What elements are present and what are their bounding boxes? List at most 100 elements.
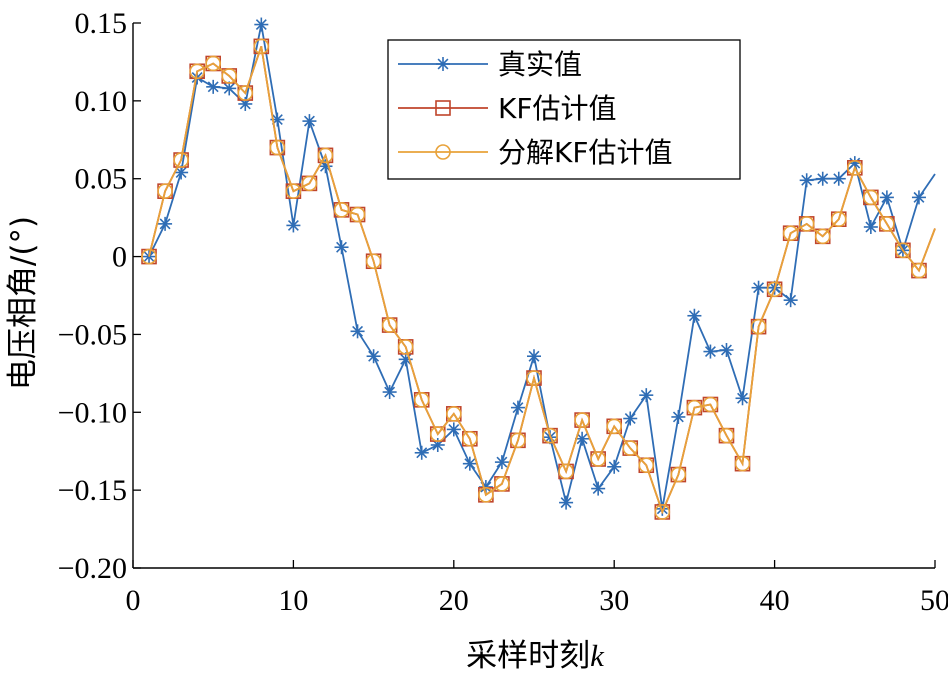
y-tick-label: 0.10 <box>75 85 128 118</box>
data-point <box>253 38 270 55</box>
y-tick-label: −0.15 <box>58 474 127 507</box>
data-point <box>895 242 911 259</box>
data-point <box>735 391 750 406</box>
y-axis-label: 电压相角/(°) <box>5 216 41 390</box>
data-point <box>846 160 863 176</box>
data-point <box>766 281 783 298</box>
data-point <box>382 385 397 400</box>
data-point <box>831 171 846 186</box>
data-point <box>558 463 574 480</box>
data-point <box>782 225 799 242</box>
data-point <box>349 206 366 223</box>
data-point <box>413 392 430 408</box>
data-point <box>863 189 879 206</box>
x-tick-label: 40 <box>760 584 790 617</box>
data-point <box>734 455 751 472</box>
data-point <box>366 349 381 364</box>
x-tick-label: 10 <box>278 584 308 617</box>
data-point <box>718 427 735 444</box>
data-point <box>815 171 830 186</box>
data-point <box>911 190 926 205</box>
data-point <box>334 240 349 255</box>
data-point <box>157 183 173 199</box>
data-point <box>286 218 301 233</box>
data-point <box>173 152 189 168</box>
data-point <box>254 17 269 32</box>
data-point <box>863 219 878 234</box>
series-3 <box>141 38 936 520</box>
x-tick-label: 20 <box>439 584 469 617</box>
data-point <box>591 481 606 496</box>
data-point <box>350 324 365 339</box>
data-point <box>237 85 254 101</box>
data-point <box>206 79 221 94</box>
legend-marker <box>435 144 451 160</box>
data-point <box>622 440 639 456</box>
data-point <box>526 370 542 386</box>
y-tick-label: −0.20 <box>58 552 127 585</box>
data-point <box>623 411 638 426</box>
data-point <box>670 466 687 483</box>
data-point <box>205 55 221 72</box>
legend-item: KF估计值 <box>398 92 616 125</box>
data-point <box>879 216 895 232</box>
data-point <box>750 318 767 335</box>
data-point <box>494 455 509 470</box>
legend-marker <box>435 100 451 116</box>
legend-label: KF估计值 <box>498 92 616 125</box>
series-layer <box>141 17 936 520</box>
data-point <box>814 228 831 245</box>
data-point <box>607 459 622 474</box>
data-point <box>365 253 382 270</box>
data-point <box>559 495 574 510</box>
y-tick-label: 0.05 <box>75 163 128 196</box>
data-point <box>221 68 238 84</box>
data-point <box>911 262 927 279</box>
data-point <box>397 339 414 355</box>
data-point <box>798 216 815 232</box>
data-point <box>702 396 719 413</box>
data-point <box>189 63 205 80</box>
data-point <box>510 400 525 415</box>
y-tick-label: 0 <box>112 241 127 274</box>
data-point <box>527 349 541 364</box>
data-point <box>302 114 317 129</box>
legend-marker <box>436 57 450 71</box>
data-point <box>462 456 477 471</box>
data-point <box>799 173 814 188</box>
data-point <box>414 445 429 460</box>
data-point <box>429 426 446 442</box>
x-axis-label-var: k <box>590 638 605 673</box>
data-point <box>285 183 302 199</box>
data-point <box>639 388 654 403</box>
data-point <box>510 432 526 449</box>
data-point <box>269 139 286 156</box>
data-point <box>671 409 686 424</box>
x-tick-label: 50 <box>920 584 948 617</box>
data-point <box>686 399 703 416</box>
data-point <box>638 457 655 474</box>
data-point <box>542 427 558 444</box>
data-point <box>494 476 510 492</box>
y-tick-label: 0.15 <box>75 7 128 40</box>
series-line <box>148 24 936 509</box>
x-axis-label: 采样时刻k <box>466 638 605 674</box>
data-point <box>783 293 798 308</box>
data-point <box>445 406 462 422</box>
data-point <box>687 308 702 323</box>
data-point <box>879 190 894 205</box>
data-point <box>751 280 766 295</box>
y-tick-label: −0.05 <box>58 318 127 351</box>
data-point <box>654 504 671 520</box>
data-point <box>462 430 478 447</box>
data-point <box>574 412 590 428</box>
axes-layer: 0 10 20 30 40 50 −0.20 −0.15 −0.10 −0.05 0 0.05 0.10… <box>58 7 948 617</box>
data-point <box>446 422 461 437</box>
data-point <box>830 211 847 227</box>
x-axis-label-text: 采样时刻 <box>466 638 590 674</box>
data-point <box>703 344 718 359</box>
data-point <box>606 418 623 435</box>
data-point <box>590 451 606 467</box>
